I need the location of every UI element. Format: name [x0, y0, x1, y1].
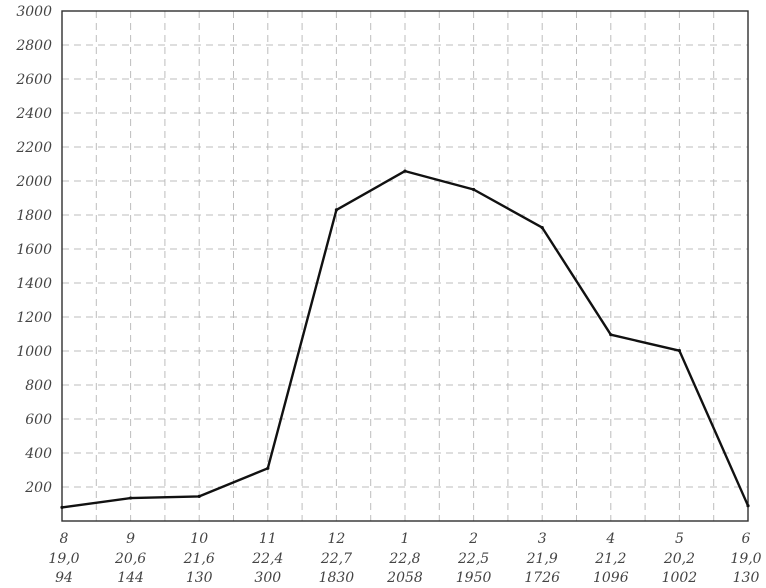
data-point: [266, 466, 270, 470]
y-tick-label: 1400: [16, 276, 52, 292]
y-tick-label: 2600: [15, 72, 52, 88]
data-point: [746, 504, 750, 508]
x-tick-label-count: 130: [186, 570, 213, 586]
y-tick-label: 200: [24, 480, 52, 496]
y-tick-label: 800: [25, 378, 52, 394]
x-tick-label-value: 20,2: [663, 551, 695, 567]
x-tick-label-month: 12: [327, 531, 345, 547]
data-point: [129, 496, 133, 500]
gridlines: [62, 11, 748, 521]
x-tick-label-month: 10: [190, 531, 208, 547]
y-tick-label: 600: [25, 412, 52, 428]
data-point: [403, 169, 407, 173]
x-tick-label-count: 1950: [456, 570, 492, 586]
x-tick-label-value: 22,5: [457, 551, 489, 567]
y-tick-label: 2800: [15, 38, 52, 54]
x-tick-label-value: 19,0: [48, 551, 79, 567]
x-tick-label-count: 1096: [593, 570, 629, 586]
x-tick-label-count: 1726: [524, 570, 560, 586]
y-tick-label: 1200: [16, 310, 52, 326]
x-tick-label-month: 9: [126, 531, 135, 547]
x-tick-label-count: 2058: [386, 570, 423, 586]
x-tick-label-value: 22,4: [251, 551, 283, 567]
data-points: [60, 169, 750, 509]
x-tick-label-month: 2: [468, 531, 478, 547]
data-point: [540, 225, 544, 230]
x-tick-label-month: 5: [675, 531, 684, 547]
x-tick-label-value: 19,0: [730, 551, 761, 567]
x-tick-label-count: 130: [733, 570, 760, 586]
x-tick-label-month: 6: [742, 531, 751, 547]
x-axis-tick-labels: 819,094920,61441021,61301122,43001222,71…: [48, 531, 761, 586]
data-point: [472, 187, 476, 192]
x-tick-label-value: 21,2: [594, 551, 626, 567]
x-tick-label-count: 94: [55, 570, 73, 586]
y-tick-label: 1000: [16, 344, 52, 360]
x-tick-label-count: 144: [117, 570, 144, 586]
x-tick-label-value: 21,6: [183, 551, 215, 567]
data-point: [609, 333, 613, 337]
y-tick-label: 400: [24, 446, 52, 462]
x-tick-label-value: 22,8: [388, 551, 420, 567]
x-tick-label-month: 3: [538, 531, 547, 547]
x-tick-label-month: 11: [259, 531, 277, 547]
x-tick-label-month: 1: [401, 531, 410, 547]
x-tick-label-value: 20,6: [114, 551, 146, 567]
y-tick-label: 2000: [15, 174, 52, 190]
x-tick-label-value: 22,7: [320, 551, 352, 567]
y-tick-label: 1800: [16, 208, 52, 224]
x-tick-label-month: 8: [60, 531, 69, 547]
x-tick-label-month: 4: [605, 531, 615, 547]
x-tick-label-count: 300: [254, 570, 281, 586]
x-tick-label-count: 1002: [662, 570, 698, 586]
y-tick-label: 3000: [16, 4, 52, 20]
plot-frame: [61, 10, 749, 522]
y-tick-label: 2400: [15, 106, 52, 122]
y-tick-label: 1600: [16, 242, 52, 258]
data-point: [677, 349, 682, 353]
y-tick-label: 2200: [15, 140, 52, 156]
data-point: [334, 208, 338, 212]
x-tick-label-value: 21,9: [526, 551, 558, 567]
data-point: [197, 494, 201, 498]
data-point: [60, 505, 64, 509]
y-axis-tick-labels: 200 400 600 800 1000 1200 1400 1600 1800 2000 2200…: [15, 4, 52, 496]
x-tick-label-count: 1830: [319, 570, 355, 586]
